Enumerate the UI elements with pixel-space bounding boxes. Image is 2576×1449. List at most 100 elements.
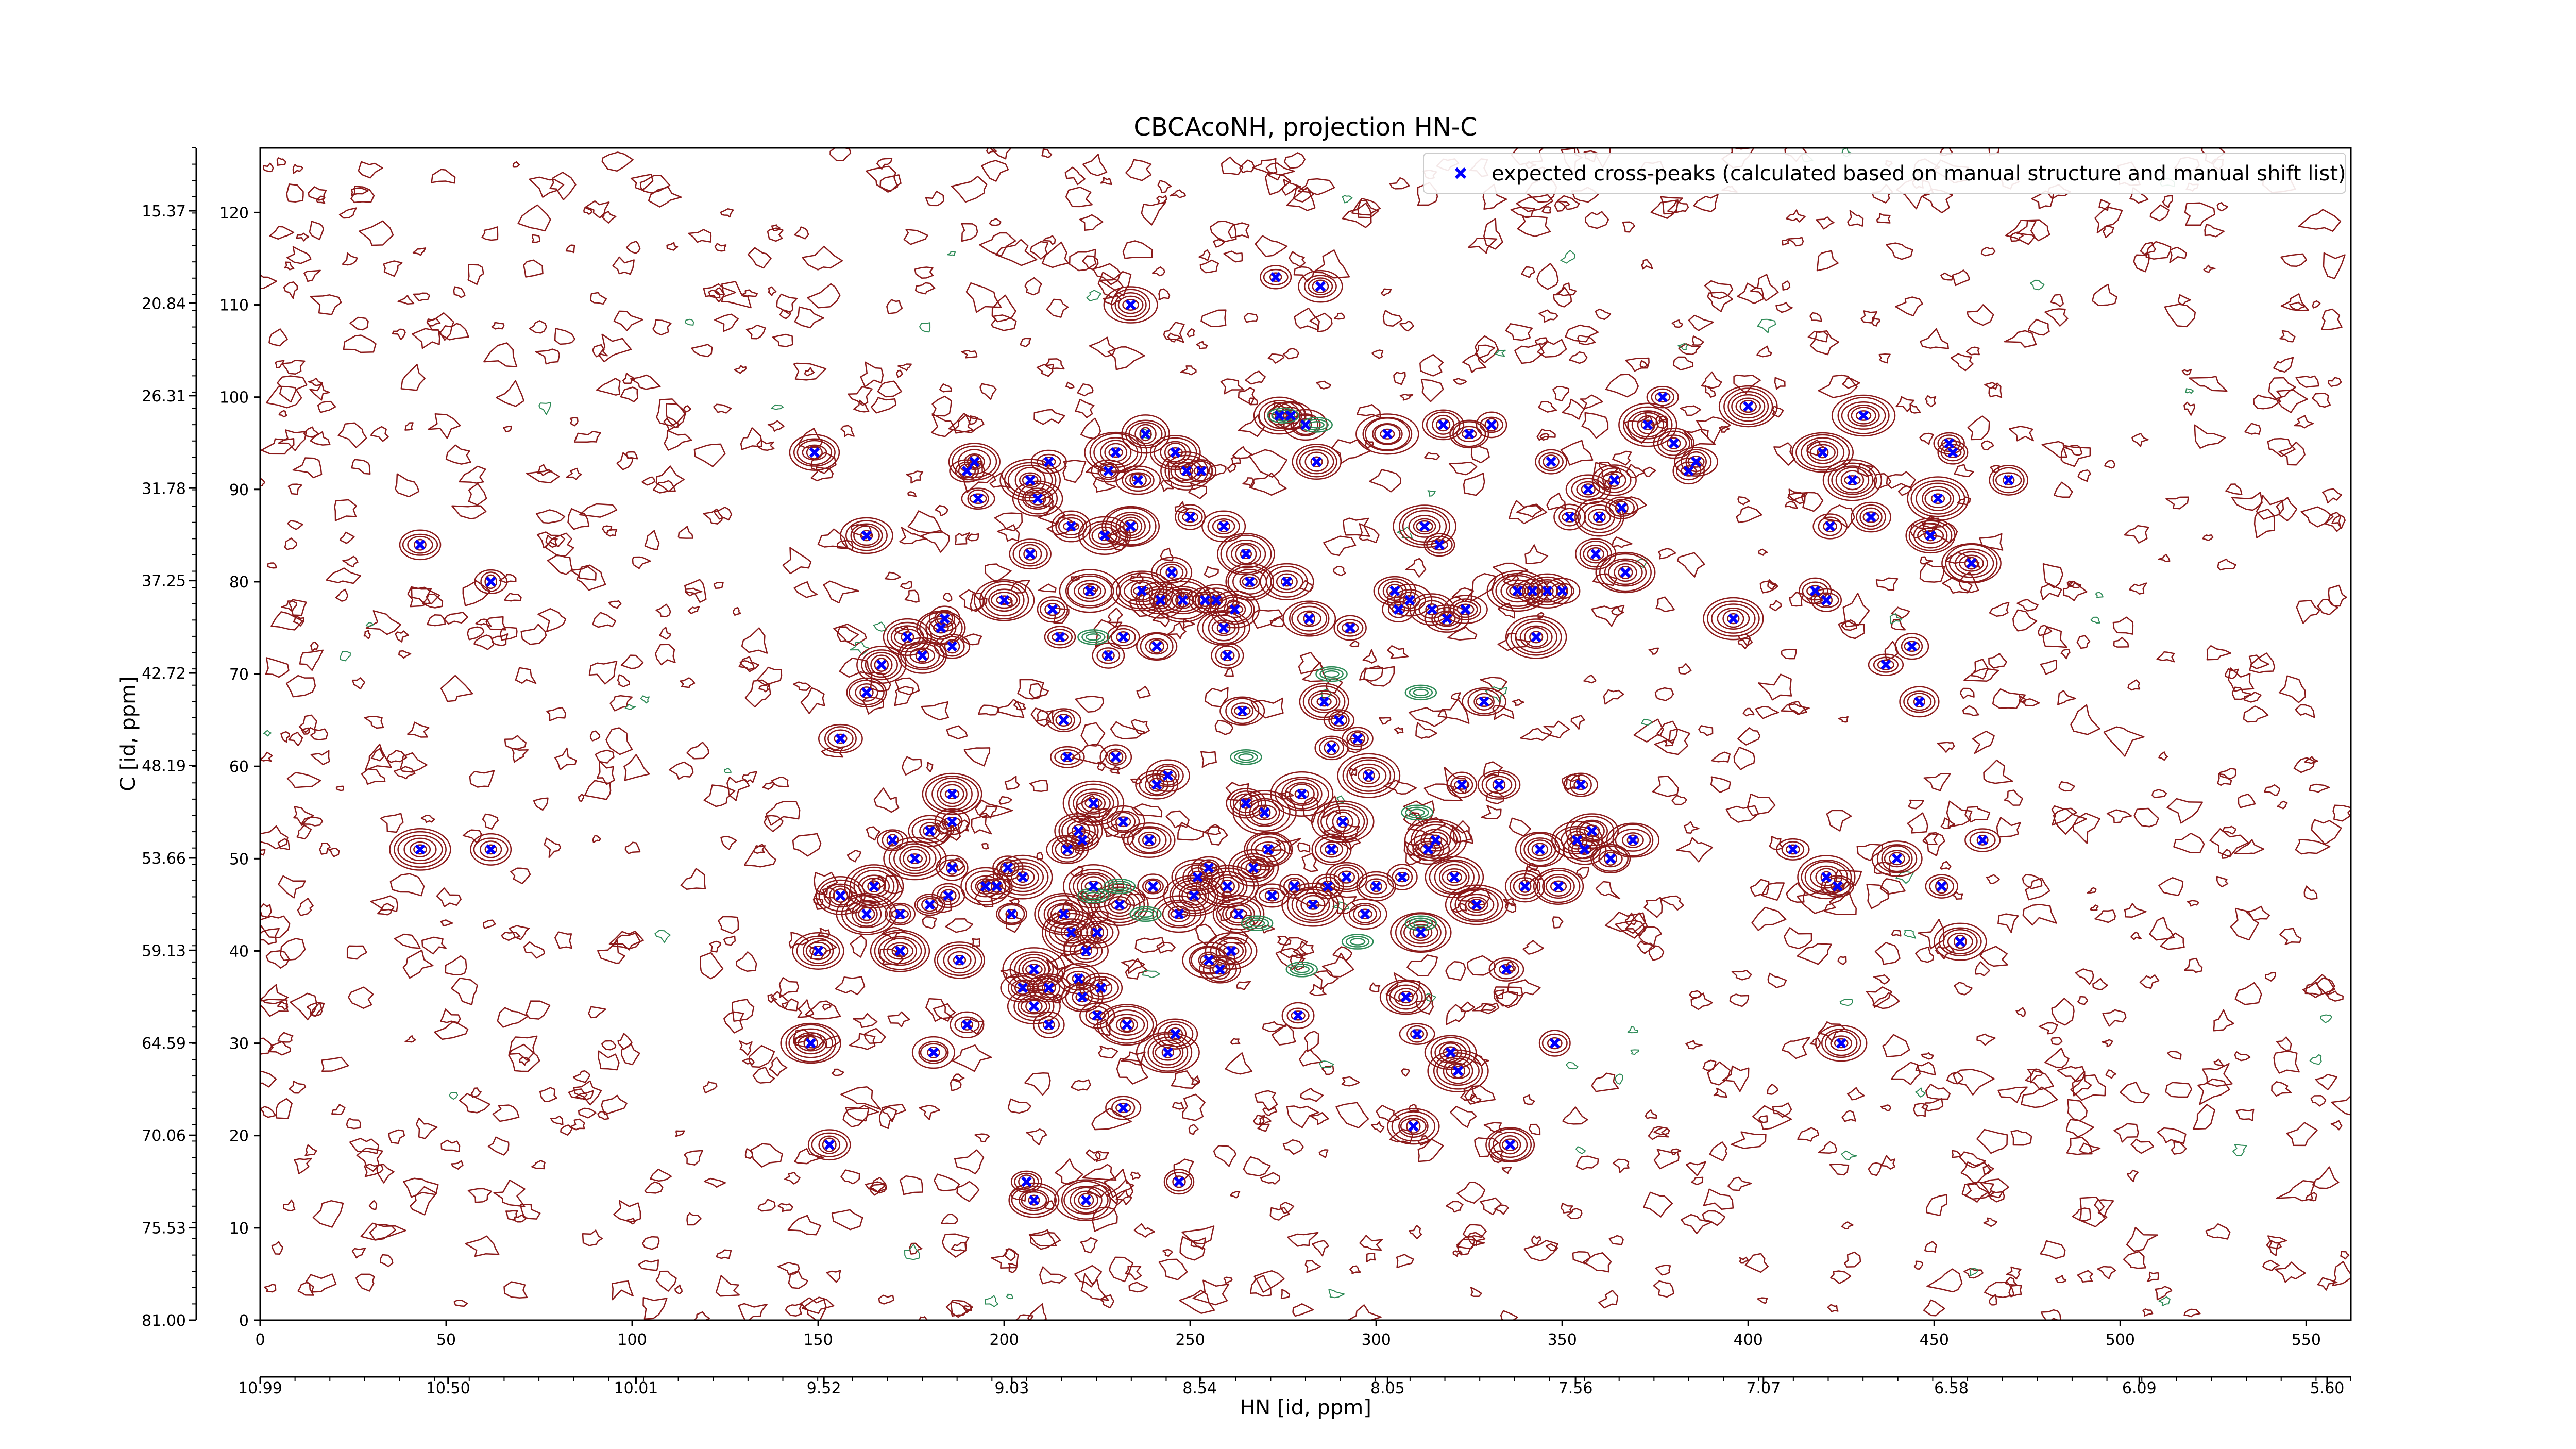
cross-peak-marker (1043, 982, 1054, 993)
contour-line (1080, 1237, 1098, 1254)
contour-line (758, 683, 771, 693)
contour-line (1012, 541, 1048, 567)
contour-line (943, 593, 953, 602)
contour-line (688, 229, 712, 243)
contour-line (1488, 1128, 1532, 1161)
contour-line (1979, 946, 2009, 967)
contour-line (511, 747, 529, 763)
contour-line (1037, 596, 1069, 623)
contour-line (1493, 1132, 1528, 1158)
contour-line (592, 835, 601, 843)
contour-line (1542, 874, 1575, 899)
contour-line (1653, 1280, 1674, 1298)
contour-line (1757, 673, 1792, 701)
cross-peak-marker (1858, 410, 1869, 421)
contour-line (1655, 1265, 1671, 1276)
contour-line (598, 1050, 620, 1071)
cross-peak-marker (1244, 576, 1255, 587)
cross-peak-marker (861, 908, 872, 919)
contour-line (1265, 162, 1295, 181)
contour-line (723, 935, 736, 946)
contour-line (440, 1139, 461, 1153)
contour-line (708, 289, 721, 299)
cross-peak-marker (1077, 991, 1088, 1003)
contour-line (1576, 481, 1601, 498)
contour-line (1618, 566, 1633, 579)
contour-line (1810, 588, 1842, 612)
contour-line (1851, 407, 1876, 425)
contour-line (1115, 816, 1131, 828)
contour-line (1005, 912, 1022, 933)
contour-line (1136, 632, 1178, 661)
contour-line (319, 843, 331, 855)
contour-line (1122, 468, 1155, 492)
contour-line (1742, 707, 1755, 717)
contour-line (277, 1001, 289, 1010)
contour-line (996, 595, 1012, 605)
contour-line (348, 986, 374, 1009)
contour-line (975, 799, 1013, 818)
contour-line (612, 932, 641, 950)
cross-peak-marker (1642, 419, 1653, 430)
contour-line (1228, 849, 1279, 887)
contour-line (2016, 219, 2050, 242)
contour-line (1894, 296, 1923, 316)
contour-line (1420, 829, 1451, 852)
contour-line (833, 624, 867, 647)
contour-line (1020, 338, 1032, 347)
contour-line (451, 505, 487, 519)
x-tick-label: 100 (617, 1331, 647, 1349)
cross-peak-marker (1222, 881, 1233, 892)
contour-line (680, 868, 706, 890)
secondary-y-axis: 81.0075.5370.0664.5959.1353.6648.1942.72… (142, 147, 196, 1330)
contour-line (1541, 206, 1552, 214)
contour-line (1007, 1098, 1031, 1114)
cross-peak-marker (1616, 502, 1627, 513)
contour-line (1124, 579, 1160, 602)
contour-line (1980, 1178, 2009, 1199)
contour-line (1356, 871, 1396, 902)
contour-line (1767, 972, 1787, 988)
contour-line (2060, 445, 2091, 467)
contour-line (286, 246, 312, 264)
contour-line (1862, 511, 1879, 523)
cross-peak-marker (1464, 429, 1475, 440)
contour-line (2068, 580, 2082, 589)
contour-line (1816, 216, 1835, 230)
contour-line (1341, 622, 1359, 634)
contour-line (1163, 1169, 1195, 1195)
contour-line (1453, 378, 1467, 385)
contour-line (1005, 908, 1018, 919)
cross-peak-marker (1218, 521, 1229, 532)
contour-line (1169, 189, 1186, 198)
contour-line (2169, 246, 2188, 263)
contour-line (2079, 1196, 2108, 1227)
contour-line (1177, 508, 1203, 527)
contour-line (1827, 462, 1877, 498)
contour-line (1531, 1235, 1541, 1246)
contour-line (264, 1284, 277, 1293)
contour-line (2057, 690, 2077, 705)
contour-line (1125, 958, 1148, 980)
contour-line (1238, 387, 1255, 405)
contour-line (2022, 874, 2043, 889)
contour-line (805, 1000, 841, 1020)
cross-peak-marker (1542, 585, 1553, 596)
contour-line (1089, 523, 1121, 548)
contour-line (794, 306, 824, 329)
contour-line (1876, 844, 1918, 873)
contour-line (1400, 1118, 1427, 1135)
contour-line (991, 294, 1016, 323)
contour-line (2133, 254, 2150, 273)
cross-peak-marker (1289, 881, 1300, 892)
contour-line (1546, 492, 1566, 511)
contour-line (399, 529, 442, 561)
secondary-x-tick-label: 7.07 (1746, 1379, 1781, 1397)
contour-line (1498, 602, 1515, 619)
contour-line (369, 1223, 396, 1241)
contour-line (1227, 463, 1236, 473)
contour-line (2268, 377, 2296, 400)
contour-line (2164, 304, 2196, 328)
contour-line (2066, 580, 2076, 587)
contour-line (957, 819, 970, 835)
